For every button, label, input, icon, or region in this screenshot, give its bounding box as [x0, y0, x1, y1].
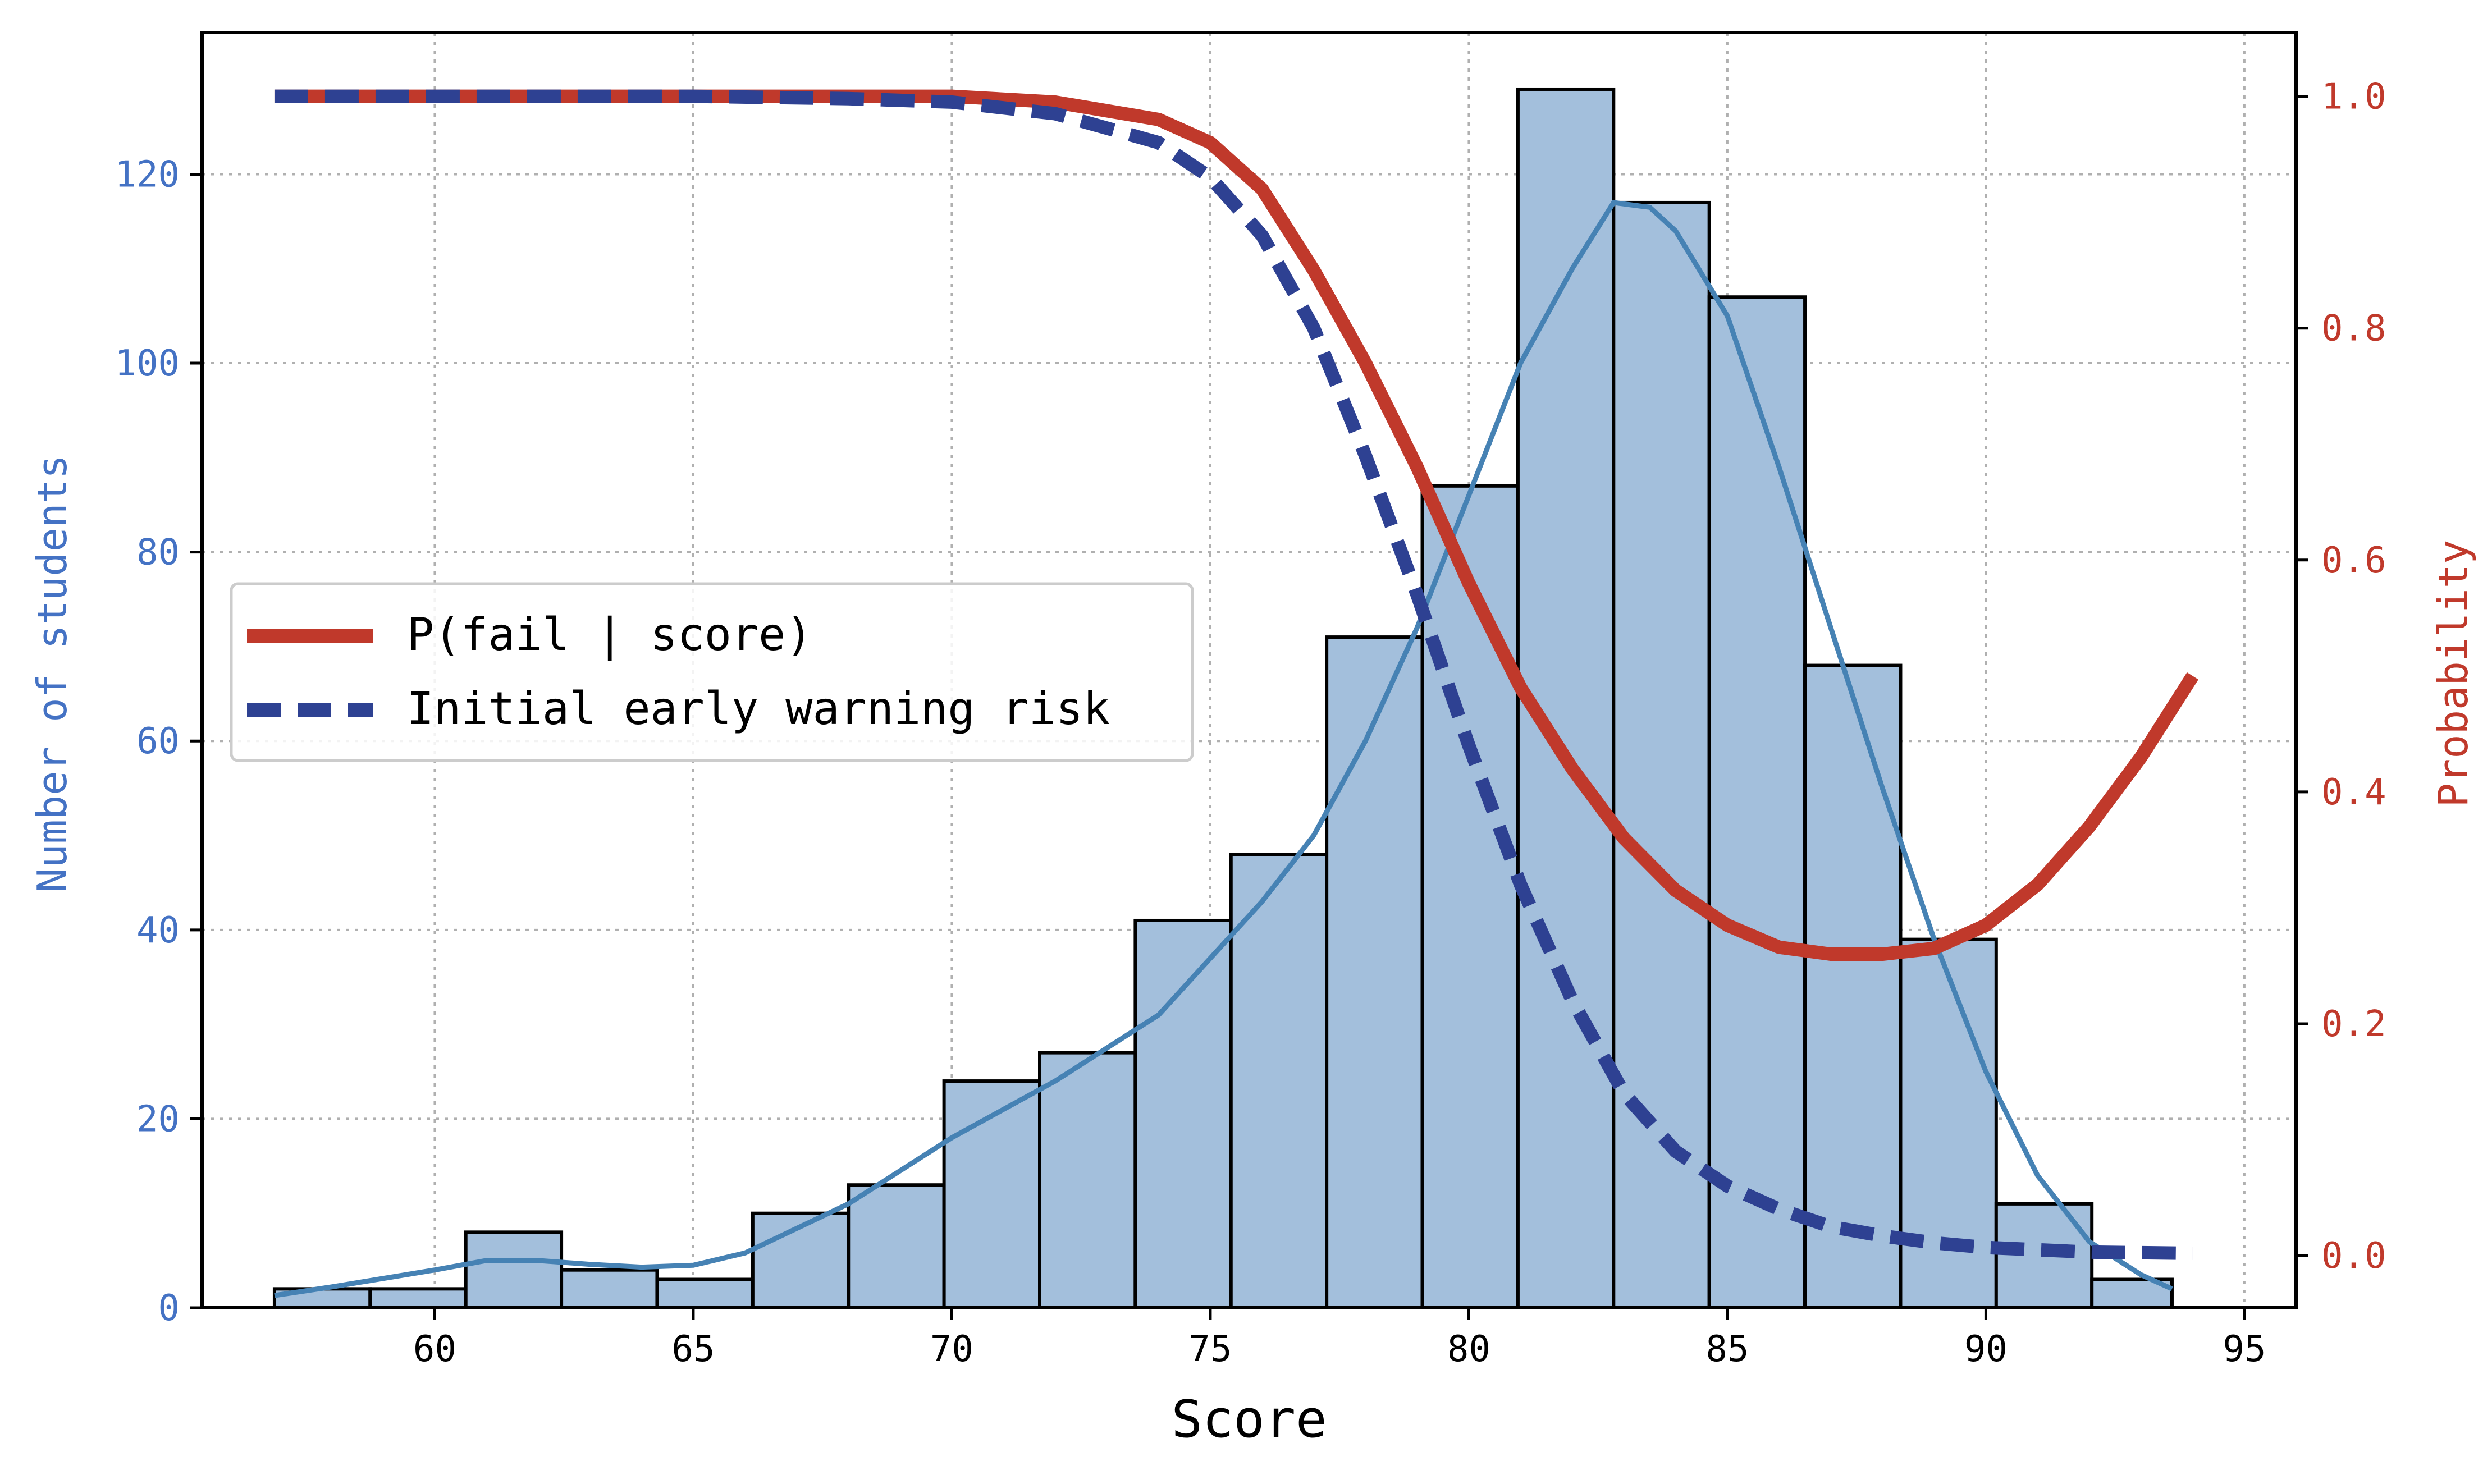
x-tick-label: 85 [1705, 1329, 1749, 1370]
x-axis-label: Score [1172, 1389, 1327, 1449]
histogram-bar [942, 1079, 1042, 1309]
left-axis-label: Number of students [29, 455, 76, 892]
left-y-tick-label: 20 [136, 1098, 180, 1140]
x-tick-label: 75 [1188, 1329, 1232, 1370]
right-axis-label: Probability [2430, 540, 2477, 808]
left-y-tick-label: 80 [136, 532, 180, 574]
histogram-bar [368, 1287, 468, 1310]
right-y-tick-label: 0.6 [2321, 540, 2386, 581]
histogram-bar [847, 1183, 946, 1310]
x-tick-label: 90 [1964, 1329, 2008, 1370]
left-y-tick-label: 60 [136, 721, 180, 762]
legend-label-early-warning: Initial early warning risk [407, 683, 1110, 735]
left-y-tick-label: 100 [115, 343, 180, 384]
legend-frame [230, 582, 1194, 762]
histogram-bar [1038, 1051, 1137, 1309]
x-axis-ticks: 60 65 70 75 80 85 90 95 [413, 1308, 2266, 1370]
histogram-bar [1707, 295, 1807, 1309]
right-y-tick-label: 0.0 [2321, 1235, 2386, 1277]
legend-label-fail-probability: P(fail | score) [407, 608, 812, 661]
histogram-bar [1133, 918, 1233, 1310]
right-y-tick-label: 1.0 [2321, 76, 2386, 118]
legend: P(fail | score) Initial early warning ri… [230, 582, 1194, 762]
probability-lines [274, 89, 2198, 1260]
right-y-tick-label: 0.2 [2321, 1004, 2386, 1045]
histogram-bar [1420, 484, 1520, 1309]
histogram-bar [655, 1277, 755, 1310]
fail-probability-line [274, 89, 2198, 961]
x-tick-label: 80 [1447, 1329, 1490, 1370]
histogram-bar [1229, 853, 1329, 1309]
right-y-tick-label: 0.8 [2321, 308, 2386, 350]
x-tick-label: 65 [671, 1329, 715, 1370]
kde-curve-group [274, 200, 2173, 1298]
axes-frame [200, 31, 2298, 1309]
x-tick-label: 70 [930, 1329, 973, 1370]
histogram-bar [1899, 937, 1998, 1309]
plot-frame [200, 31, 2298, 1309]
histogram-bars [272, 87, 2174, 1310]
right-axis-ticks: 0.0 0.2 0.4 0.6 0.8 1.0 [2296, 76, 2386, 1277]
left-axis-ticks: 0 20 40 60 80 100 120 [115, 154, 202, 1329]
histogram-bar [464, 1230, 564, 1310]
histogram-bar [1803, 663, 1903, 1309]
histogram-bar [1325, 635, 1424, 1309]
x-tick-label: 95 [2223, 1329, 2266, 1370]
left-y-tick-label: 40 [136, 910, 180, 951]
early-warning-risk-line [274, 89, 2193, 1260]
right-y-tick-label: 0.4 [2321, 772, 2386, 813]
left-y-tick-label: 120 [115, 154, 180, 195]
x-tick-label: 60 [413, 1329, 456, 1370]
histogram-bar [560, 1268, 659, 1309]
kde-curve [274, 200, 2173, 1298]
left-y-tick-label: 0 [158, 1288, 180, 1329]
